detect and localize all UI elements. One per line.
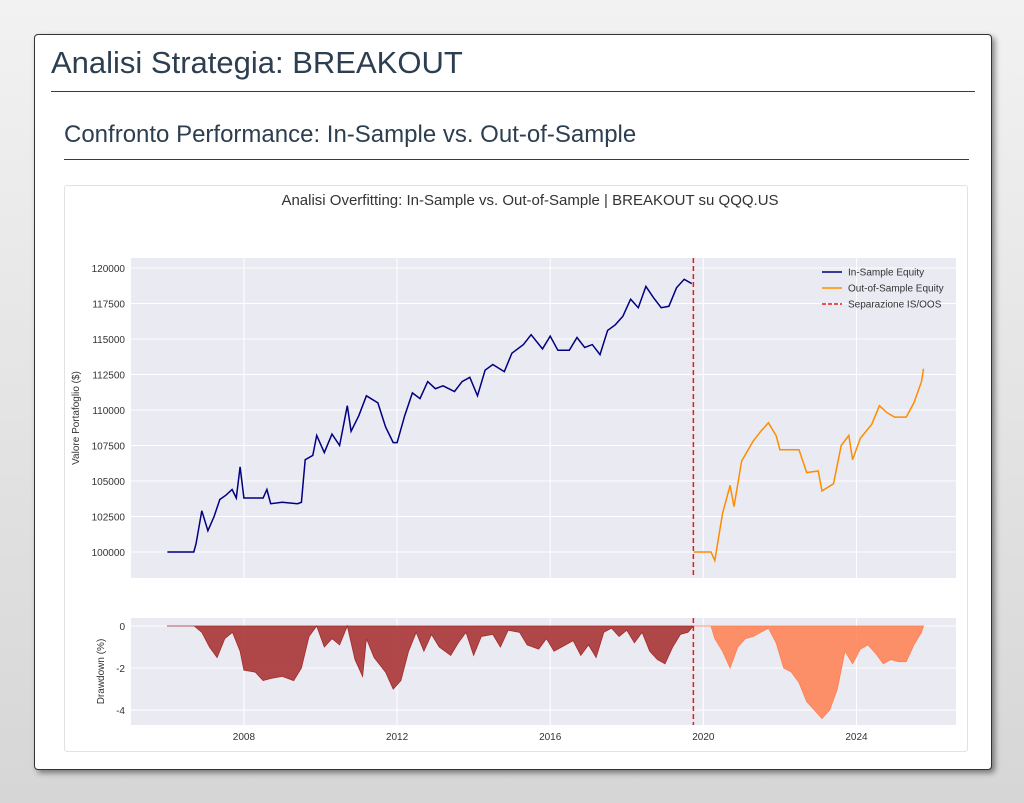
x-tick-label: 2024 <box>845 732 868 743</box>
page-title: Analisi Strategia: BREAKOUT <box>51 45 463 80</box>
equity-line <box>693 368 925 564</box>
legend-label: Out-of-Sample Equity <box>848 284 944 295</box>
x-tick-label: 2012 <box>386 732 409 743</box>
divider <box>64 159 969 160</box>
y-tick-label: 120000 <box>92 264 126 275</box>
y-tick-label: 110000 <box>92 406 125 417</box>
y-axis-label: Valore Portafoglio ($) <box>71 371 82 465</box>
divider <box>51 91 975 92</box>
legend-label: Separazione IS/OOS <box>848 300 942 311</box>
x-tick-label: 2020 <box>692 732 715 743</box>
plot-area <box>131 258 956 578</box>
y-tick-label: 112500 <box>92 370 125 381</box>
x-tick-label: 2016 <box>539 732 562 743</box>
y-tick-label: 105000 <box>92 477 126 488</box>
equity-line <box>167 278 693 553</box>
chart-title: Analisi Overfitting: In-Sample vs. Out-o… <box>281 192 778 209</box>
y-tick-label: -4 <box>116 706 125 717</box>
y-tick-label: -2 <box>116 664 125 675</box>
y-tick-label: 107500 <box>92 441 126 452</box>
section-title: Confronto Performance: In-Sample vs. Out… <box>64 121 637 148</box>
chart-container: Analisi Overfitting: In-Sample vs. Out-o… <box>64 185 968 752</box>
y-axis-label: Drawdown (%) <box>96 639 107 705</box>
y-tick-label: 117500 <box>92 299 125 310</box>
y-tick-label: 102500 <box>92 512 126 523</box>
x-tick-label: 2008 <box>233 732 256 743</box>
report-card: Analisi Strategia: BREAKOUT Confronto Pe… <box>34 34 992 770</box>
legend-label: In-Sample Equity <box>848 268 924 279</box>
drawdown-area <box>167 624 694 690</box>
drawdown-area <box>693 625 924 720</box>
y-tick-label: 0 <box>119 622 125 633</box>
y-tick-label: 115000 <box>92 335 125 346</box>
chart: Analisi Overfitting: In-Sample vs. Out-o… <box>71 192 956 743</box>
y-tick-label: 100000 <box>92 548 126 559</box>
